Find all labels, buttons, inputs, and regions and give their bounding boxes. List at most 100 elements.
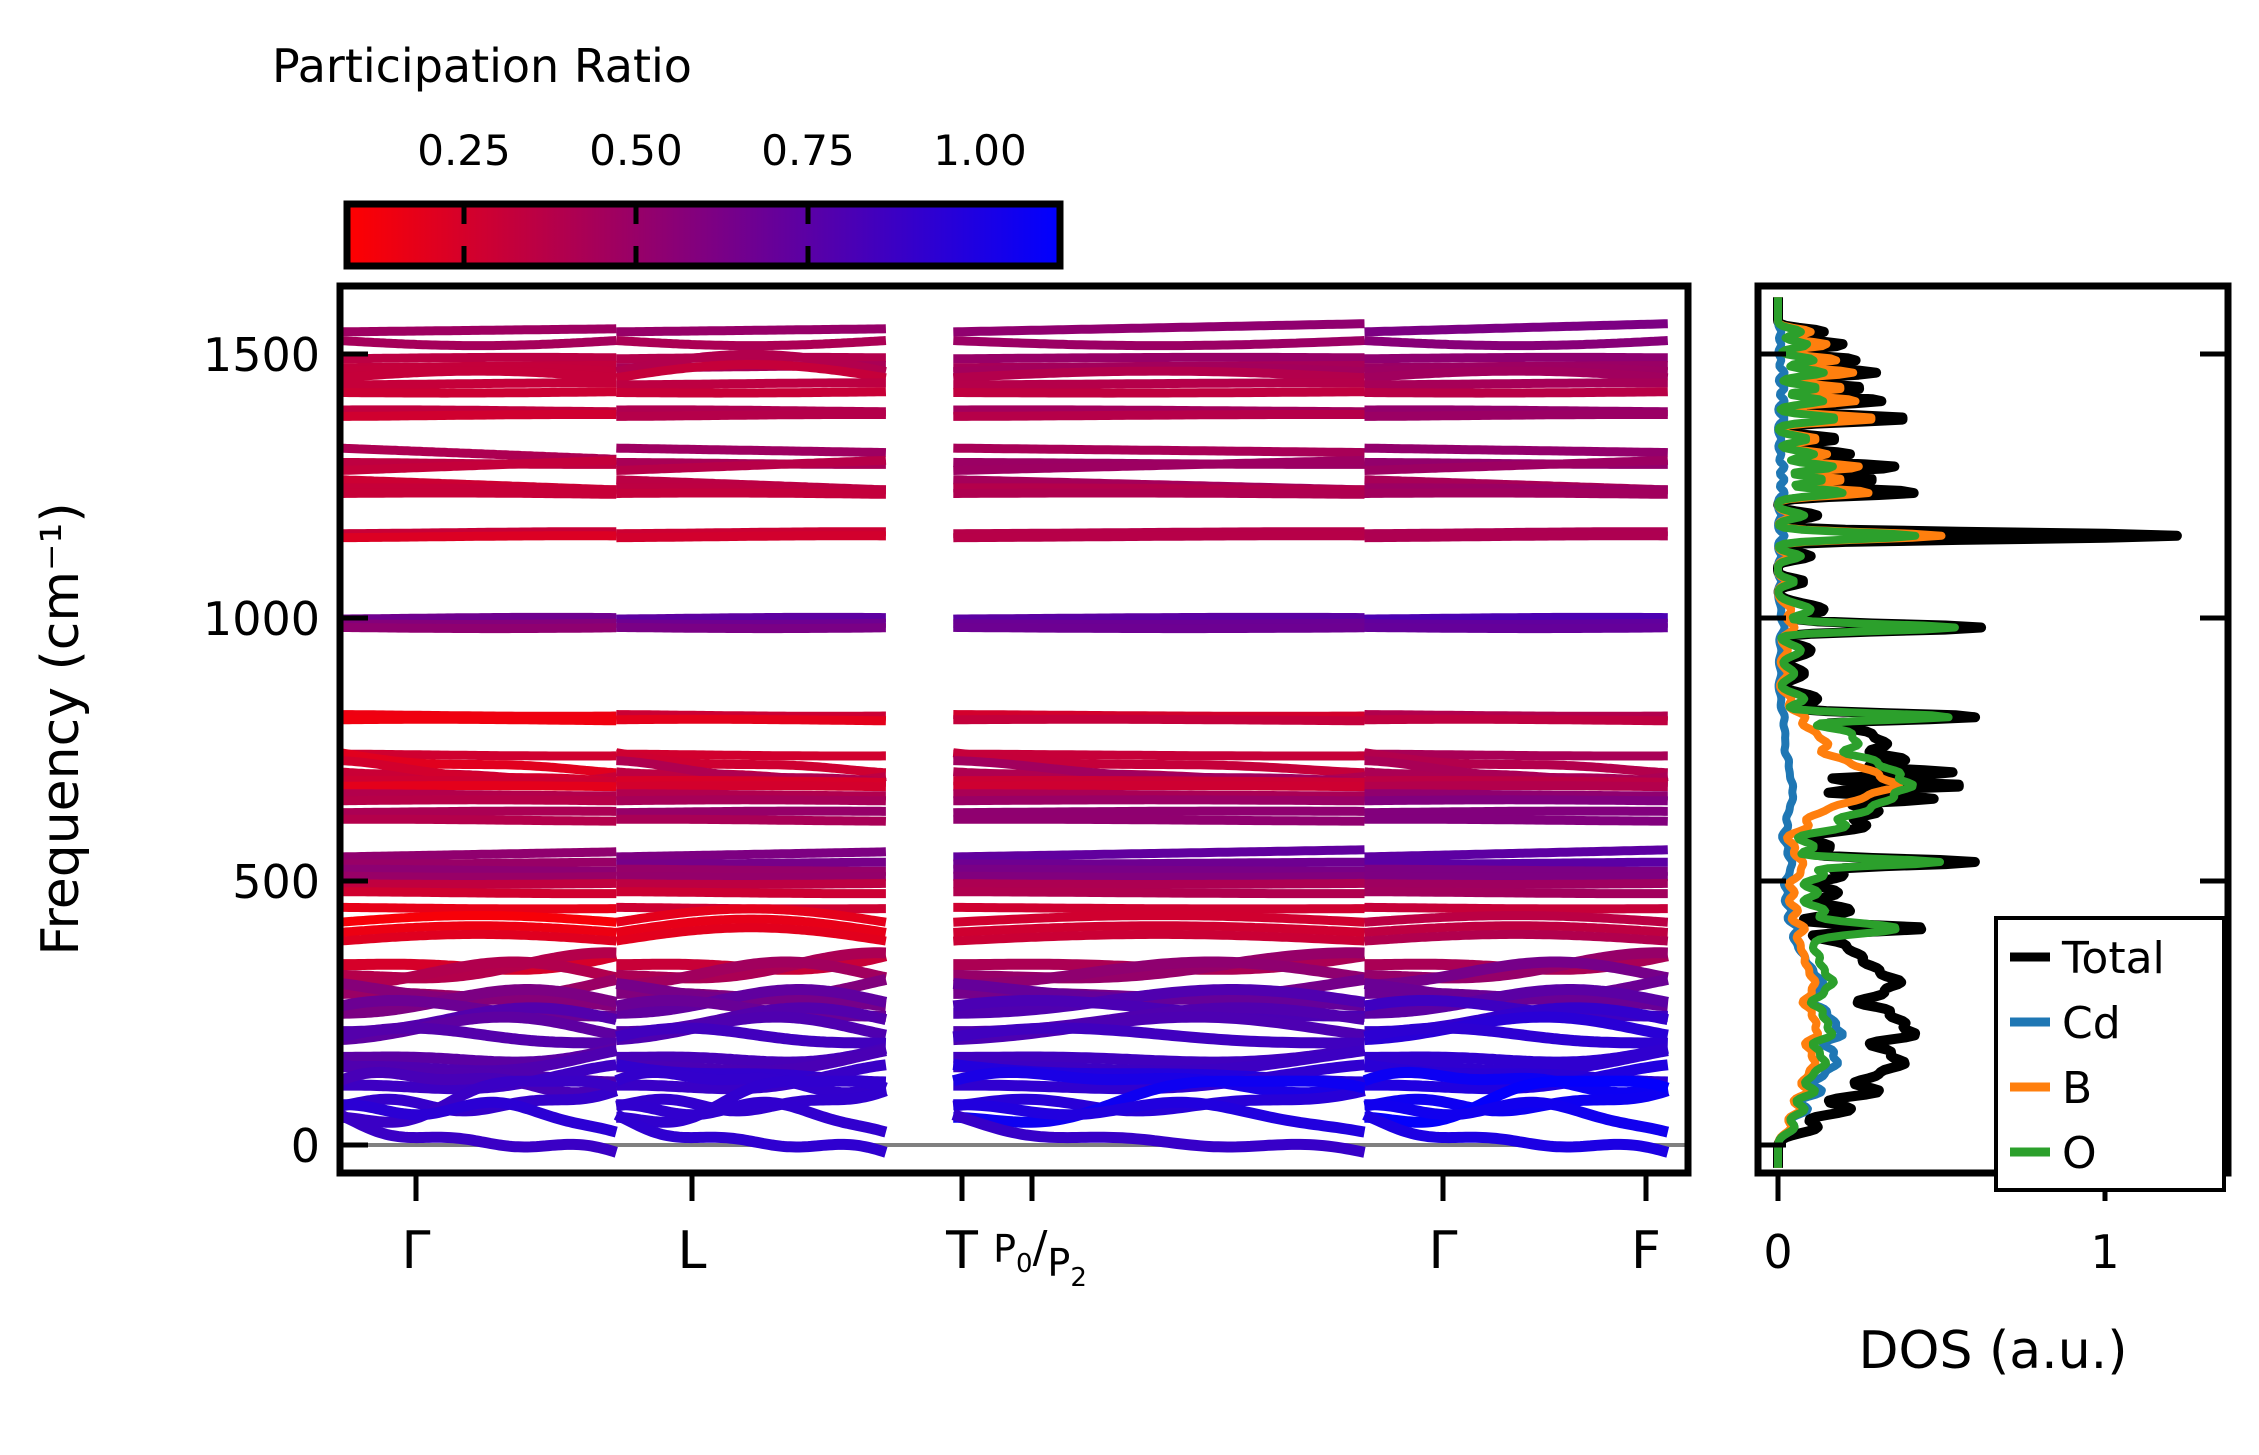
band-curve [1364,336,1669,351]
band-curve [616,612,886,624]
band-curve [953,814,1365,826]
band-curve [340,410,617,421]
band-curve [1363,1085,1670,1117]
band-curve [952,1066,1366,1099]
band-curve [1364,887,1668,899]
band-curve [953,871,1365,882]
dos-x-ticklabels: 0 1 [1763,1225,2119,1279]
band-curve [952,748,1365,778]
band-curve [953,612,1365,624]
band-curve [340,847,617,862]
band-curve [340,878,617,889]
band-curve [616,847,887,862]
colorbar-tick-1: 0.50 [589,126,683,175]
band-curve [1364,387,1668,398]
band-curve [1364,789,1668,801]
band-curve [953,911,1365,927]
band-curve [1364,1096,1670,1138]
band-curve [953,361,1365,377]
band-curve [615,349,887,377]
dos-xtick-0: 0 [1763,1225,1792,1279]
band-curve [615,1085,888,1117]
band-curve [1364,366,1669,383]
dos-curve-cd [1774,295,1847,1170]
band-curve [616,871,886,882]
band-curve [616,324,887,337]
ytick-1500: 1500 [203,328,320,382]
band-curve [1364,984,1669,1019]
xtick-p0-p2: P0/P2 [993,1222,1087,1293]
colorbar-gradient [343,200,1064,270]
band-curve [616,956,887,991]
band-curve [953,488,1365,499]
band-curve [340,324,617,337]
band-curve [340,1109,618,1158]
band-curve [1364,857,1668,869]
band-curve [340,714,617,726]
band-curve [614,1066,887,1099]
xtick-L: L [678,1221,707,1281]
band-curve [953,366,1365,383]
band-curve [953,714,1365,726]
band-curve [1364,378,1668,390]
band-curve [1364,878,1668,889]
band-x-ticks [413,1173,1649,1201]
band-curve [340,864,617,876]
band-curve [340,748,617,778]
band-curves [340,319,1670,1158]
band-curve [613,1109,888,1158]
band-curve [340,795,617,806]
band-curve [1364,929,1669,946]
band-ylabel: Frequency (cm⁻¹) [31,502,91,955]
band-curve [616,622,886,634]
colorbar-tick-0: 0.25 [417,126,511,175]
legend-item-total[interactable]: Total [2010,933,2165,984]
legend-item-cd[interactable]: Cd [2010,998,2121,1049]
band-curve [340,781,617,792]
band-curve [953,984,1366,1019]
band-curve [1364,911,1669,927]
band-curve [953,902,1365,914]
band-curve [953,1075,1366,1128]
band-curve [616,806,886,818]
band-curve [616,531,886,543]
band-curve [616,1075,888,1128]
band-curve [616,789,886,801]
band-curve [615,923,887,946]
band-curve [616,749,886,761]
band-curve [1364,871,1668,882]
band-curve [953,531,1365,543]
band-curve [615,1022,887,1049]
band-curve [1364,455,1669,475]
band-curve [1364,714,1668,726]
band-curve [616,378,886,390]
band-curve [1364,488,1668,499]
band-curve [340,871,617,882]
band-structure-panel: 1500 1000 500 0 Frequency (cm⁻¹) Γ L T P… [31,282,1692,1293]
dos-xtick-1: 1 [2090,1225,2119,1279]
band-curve [1364,795,1668,806]
band-curve [953,956,1366,991]
band-curve [1364,622,1668,634]
band-curve [951,1109,1366,1158]
band-curve [952,1085,1366,1117]
band-curve [340,749,617,761]
band-curve [1364,781,1668,792]
legend-item-o[interactable]: O [2010,1128,2097,1179]
band-curve [953,378,1365,390]
xtick-F: F [1631,1221,1661,1281]
band-curve [1364,845,1668,862]
band-curve [953,1096,1366,1138]
band-curve [616,387,887,398]
band-curve [1364,443,1668,458]
band-curve [1364,410,1668,421]
band-curve [615,904,887,927]
band-curve [953,887,1365,899]
legend-item-b[interactable]: B [2010,1063,2092,1114]
band-curve [616,455,887,475]
band-curve [953,336,1365,351]
band-curve [340,378,617,390]
band-curve [1364,531,1668,543]
colorbar-title: Participation Ratio [272,39,692,93]
